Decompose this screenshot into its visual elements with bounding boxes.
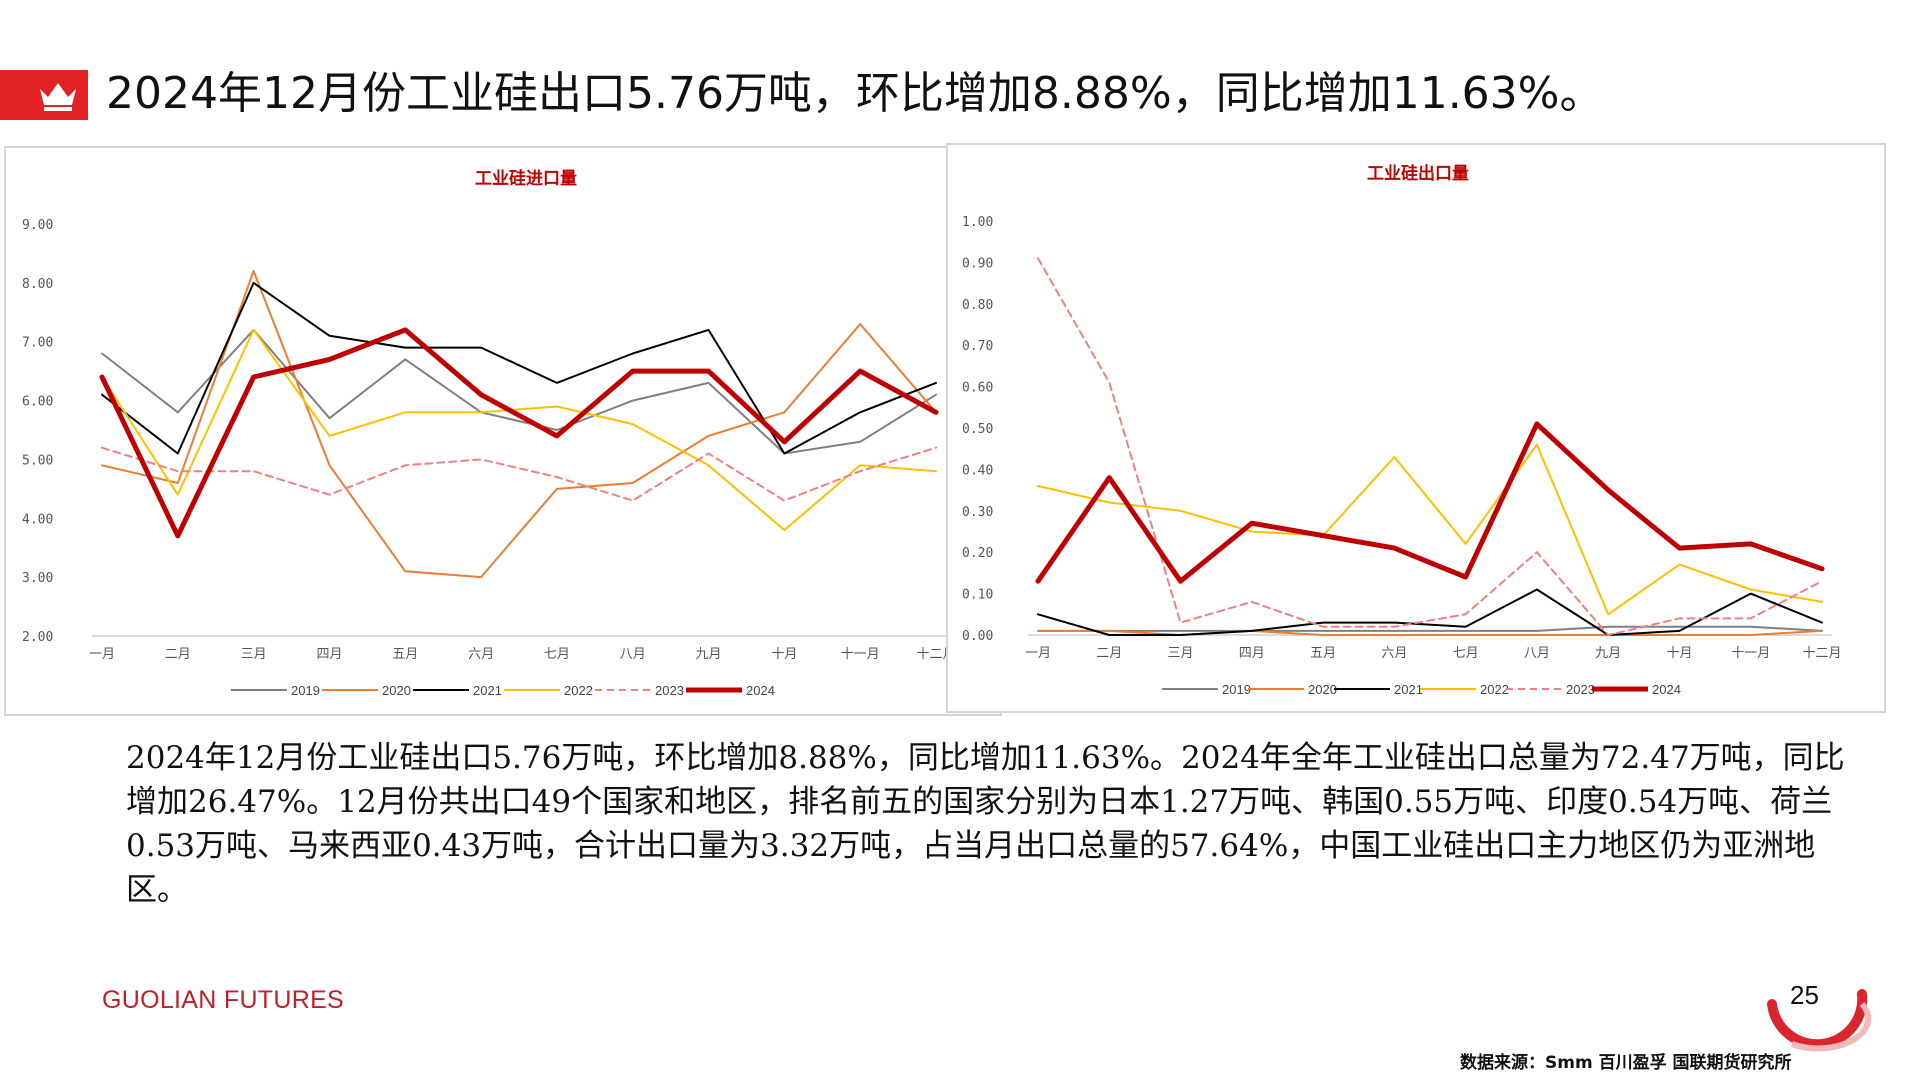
page-arc-icon: [1767, 989, 1872, 1052]
export-y-tick-label: 0.40: [962, 463, 993, 478]
import-x-tick-label: 八月: [620, 647, 646, 662]
import-x-tick-label: 十二月: [916, 647, 955, 662]
import-y-tick-label: 4.00: [22, 512, 53, 527]
export-chart-title: 工业硅出口量: [1367, 163, 1469, 184]
brand-logo: GUOLIAN FUTURES: [102, 986, 344, 1015]
export-x-tick-label: 八月: [1524, 646, 1550, 661]
import-x-tick-label: 九月: [696, 647, 722, 662]
import-x-tick-label: 四月: [316, 647, 342, 662]
export-legend-label: 2023: [1566, 682, 1595, 697]
export-y-tick-label: 0.00: [962, 629, 993, 644]
import-series-2021: [101, 281, 937, 455]
page-number: 25: [1790, 980, 1819, 1010]
export-series-2023: [1037, 257, 1823, 636]
import-y-tick-label: 8.00: [22, 277, 53, 292]
export-legend-label: 2019: [1222, 682, 1251, 697]
title-bar: 2024年12月份工业硅出口5.76万吨，环比增加8.88%，同比增加11.63…: [0, 64, 1920, 134]
import-y-tick-label: 3.00: [22, 571, 53, 586]
export-series-2019: [1037, 625, 1823, 632]
import-legend-label: 2019: [291, 683, 320, 698]
export-x-tick-label: 十月: [1666, 646, 1692, 661]
import-x-tick-label: 七月: [544, 647, 570, 662]
export-x-tick-label: 六月: [1381, 646, 1407, 661]
summary-text: 2024年12月份工业硅出口5.76万吨，环比增加8.88%，同比增加11.63…: [126, 740, 1845, 908]
export-y-tick-label: 0.20: [962, 546, 993, 561]
import-legend-label: 2021: [473, 683, 502, 698]
import-series-2020: [101, 270, 937, 579]
export-chart-panel: 工业硅出口量 0.00 0.10 0.20 0.30 0.40 0.50 0.60 0.70 0.…: [946, 143, 1886, 713]
export-legend-label: 2020: [1308, 682, 1337, 697]
export-y-tick-label: 0.30: [962, 505, 993, 520]
export-x-tick-label: 十二月: [1802, 646, 1841, 661]
import-y-tick-label: 9.00: [22, 218, 53, 233]
import-series-2024: [99, 327, 939, 539]
page-title: 2024年12月份工业硅出口5.76万吨，环比增加8.88%，同比增加11.63…: [106, 68, 1604, 119]
import-line-chart: 工业硅进口量 2.00 3.00 4.00 5.00 6.00 7.00 8.00 9.00 一月…: [22, 168, 956, 698]
import-series-2022: [101, 328, 937, 532]
export-x-tick-label: 二月: [1096, 646, 1122, 661]
import-legend-label: 2022: [564, 683, 593, 698]
export-x-tick-label: 一月: [1025, 646, 1051, 661]
import-y-tick-label: 5.00: [22, 453, 53, 468]
import-x-tick-label: 一月: [89, 647, 115, 662]
import-x-tick-label: 三月: [241, 647, 267, 662]
import-x-tick-label: 十一月: [841, 647, 880, 662]
export-legend-label: 2022: [1480, 682, 1509, 697]
export-y-tick-label: 1.00: [962, 215, 993, 230]
export-legend-label: 2024: [1652, 682, 1681, 697]
export-x-tick-label: 七月: [1453, 646, 1479, 661]
import-y-tick-label: 6.00: [22, 395, 53, 410]
export-x-tick-label: 三月: [1168, 646, 1194, 661]
export-y-tick-label: 0.50: [962, 422, 993, 437]
export-y-tick-label: 0.90: [962, 256, 993, 271]
export-y-tick-label: 0.80: [962, 298, 993, 313]
export-line-chart: 工业硅出口量 0.00 0.10 0.20 0.30 0.40 0.50 0.60 0.70 0.…: [962, 163, 1842, 697]
import-chart-panel: 工业硅进口量 2.00 3.00 4.00 5.00 6.00 7.00 8.00 9.00 一月…: [4, 146, 1002, 716]
export-x-tick-label: 十一月: [1731, 646, 1770, 661]
import-y-tick-label: 7.00: [22, 336, 53, 351]
export-y-tick-label: 0.10: [962, 588, 993, 603]
export-x-tick-label: 九月: [1595, 646, 1621, 661]
import-x-tick-label: 二月: [165, 647, 191, 662]
import-series-2019: [101, 328, 937, 455]
export-series-2022: [1037, 443, 1823, 616]
export-y-tick-label: 0.70: [962, 339, 993, 354]
import-x-tick-label: 六月: [468, 647, 494, 662]
title-flag: [0, 70, 88, 120]
export-legend-label: 2021: [1394, 682, 1423, 697]
brand-part1: GUOLIAN: [102, 986, 217, 1014]
import-chart-title: 工业硅进口量: [475, 168, 577, 189]
export-series-2021: [1037, 588, 1823, 636]
import-legend-label: 2023: [655, 683, 684, 698]
data-source: 数据来源：Smm 百川盈孚 国联期货研究所: [1460, 1053, 1792, 1073]
export-x-tick-label: 五月: [1310, 646, 1336, 661]
crown-icon: [40, 83, 76, 111]
import-x-tick-label: 十月: [771, 647, 797, 662]
import-y-tick-label: 2.00: [22, 630, 53, 645]
brand-part2: FUTURES: [216, 986, 345, 1014]
export-series-2024: [1035, 421, 1825, 584]
import-legend-label: 2020: [382, 683, 411, 698]
import-series-2023: [101, 446, 937, 502]
import-x-tick-label: 五月: [392, 647, 418, 662]
export-x-tick-label: 四月: [1239, 646, 1265, 661]
import-legend-label: 2024: [746, 683, 775, 698]
export-y-tick-label: 0.60: [962, 381, 993, 396]
